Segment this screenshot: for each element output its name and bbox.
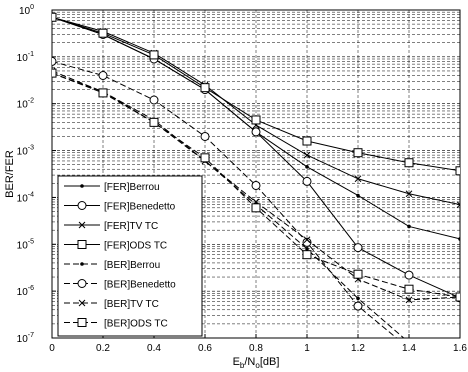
data-point	[353, 269, 363, 279]
legend-label: [BER]Berrou	[104, 260, 160, 271]
x-tick-label: 0.2	[96, 343, 110, 354]
legend-label: [BER]ODS TC	[104, 319, 168, 330]
data-point	[302, 136, 312, 146]
legend-label: [BER]Benedetto	[104, 280, 176, 291]
legend-marker	[77, 201, 87, 210]
y-tick-label: 10-2	[17, 98, 34, 111]
y-tick-label: 10-5	[17, 238, 34, 251]
data-point	[200, 131, 210, 141]
data-point	[458, 237, 460, 241]
data-point	[405, 190, 413, 198]
data-point	[98, 71, 108, 81]
data-point	[354, 175, 362, 183]
x-tick-label: 1	[304, 343, 310, 354]
y-tick-label: 10-6	[17, 285, 34, 298]
legend-marker	[77, 318, 87, 327]
data-point	[98, 88, 108, 98]
legend-marker	[77, 279, 87, 288]
series-3	[52, 12, 460, 176]
legend: [FER]Berrou [FER]Benedetto [FER]TV TC [FER]…	[57, 175, 203, 337]
x-tick-label: 0	[49, 343, 55, 354]
data-point	[356, 193, 360, 198]
data-point	[353, 243, 363, 253]
y-ticks: 100 10-1 10-2 10-3 10-4 10-5 10-6 10-7	[17, 4, 56, 345]
data-point	[404, 270, 414, 280]
data-point	[149, 50, 159, 60]
x-tick-label: 0.6	[198, 343, 212, 354]
data-point	[52, 68, 57, 78]
x-tick-label: 1.4	[402, 343, 416, 354]
y-tick-label: 10-7	[17, 332, 34, 345]
data-point	[302, 250, 312, 260]
x-tick-label: 1.2	[351, 343, 365, 354]
data-point	[405, 296, 413, 304]
data-point	[404, 158, 414, 168]
legend-marker	[78, 299, 86, 307]
legend-label: [FER]Berrou	[104, 182, 160, 193]
series-line	[52, 60, 398, 338]
x-tick-label: 1.6	[453, 343, 467, 354]
data-point	[407, 224, 411, 229]
y-axis-label: BER/FER	[4, 150, 16, 198]
data-point	[303, 151, 311, 159]
data-point	[52, 12, 57, 22]
data-point	[251, 180, 261, 190]
legend-label: [BER]TV TC	[104, 299, 159, 310]
data-point	[98, 28, 108, 38]
legend-label: [FER]TV TC	[104, 221, 158, 232]
series-lines	[52, 12, 460, 338]
data-point	[149, 95, 159, 105]
legend-marker	[80, 262, 84, 266]
x-tick-label: 0.8	[249, 343, 263, 354]
data-point	[200, 153, 210, 163]
legend-marker	[78, 221, 86, 229]
data-point	[305, 165, 309, 169]
y-tick-label: 100	[19, 4, 34, 17]
x-axis-label: Eb/No[dB]	[233, 356, 280, 370]
legend-label: [FER]ODS TC	[104, 241, 167, 252]
data-point	[52, 56, 57, 66]
y-tick-label: 10-4	[17, 191, 34, 204]
x-ticks: 0 0.2 0.4 0.6 0.8 1 1.2 1.4 1.6	[49, 334, 467, 354]
data-point	[251, 203, 261, 213]
y-tick-label: 10-1	[17, 51, 34, 64]
data-point	[251, 115, 261, 125]
data-point	[353, 301, 363, 311]
data-point	[353, 148, 363, 158]
y-tick-label: 10-3	[17, 145, 34, 158]
data-point	[303, 236, 311, 244]
data-point	[302, 176, 312, 186]
data-point	[302, 237, 312, 247]
data-point	[356, 296, 360, 301]
legend-marker	[80, 184, 84, 188]
data-point	[404, 284, 414, 294]
data-point	[149, 117, 159, 127]
data-point	[455, 166, 460, 176]
legend-label: [FER]Benedetto	[104, 202, 176, 213]
series-7	[52, 68, 460, 302]
data-point	[251, 127, 261, 137]
legend-box	[57, 175, 203, 337]
data-point	[455, 292, 460, 302]
data-point	[200, 83, 210, 93]
legend-marker	[77, 240, 87, 249]
series-5	[52, 56, 398, 338]
data-point	[456, 201, 460, 209]
data-point	[305, 247, 309, 251]
x-tick-label: 0.4	[147, 343, 161, 354]
